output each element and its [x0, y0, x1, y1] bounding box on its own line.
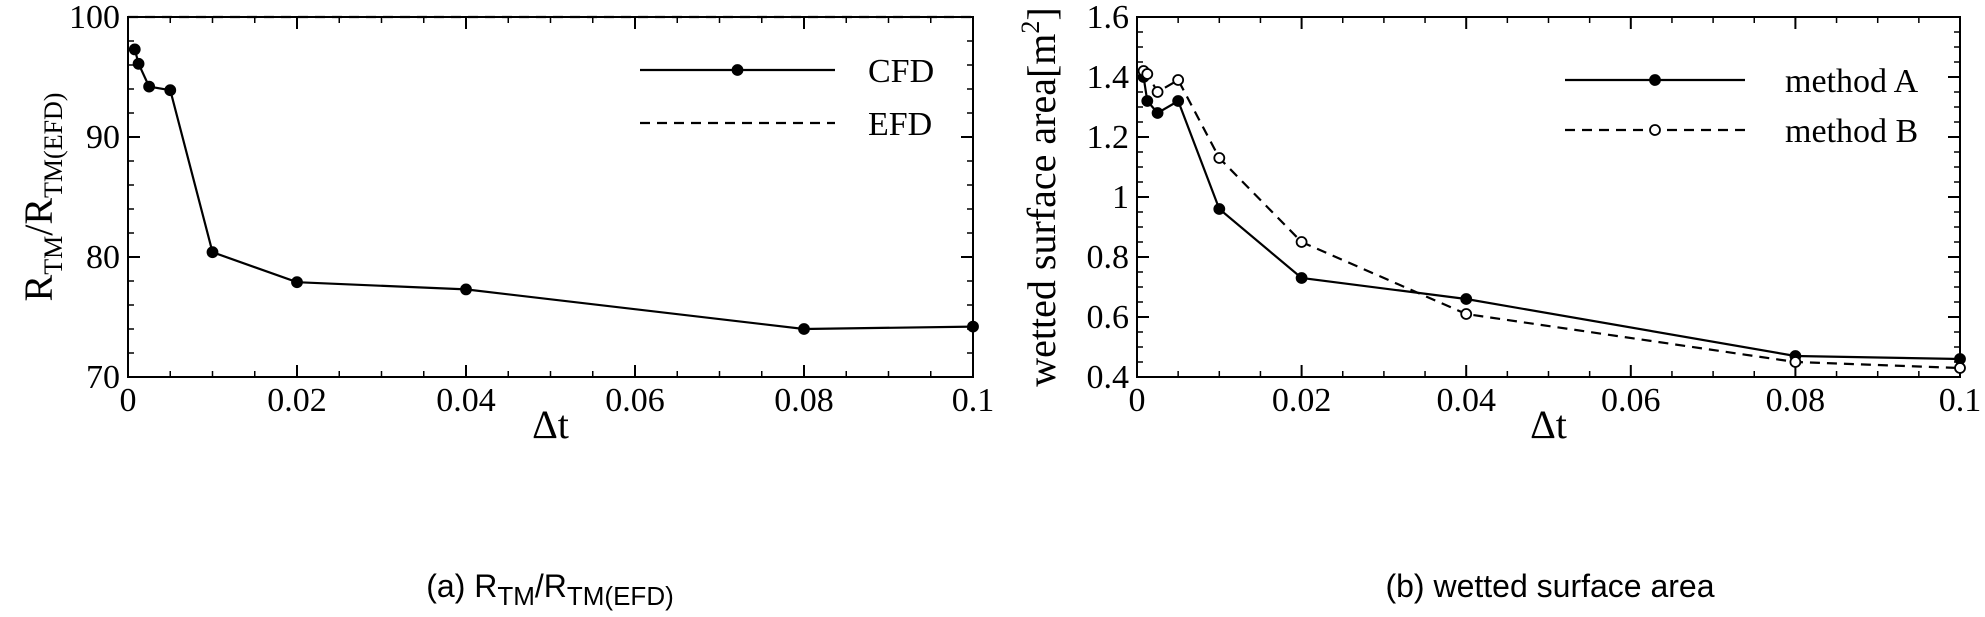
legend-marker [731, 64, 744, 76]
data-point [291, 276, 303, 289]
x-tick-label: 0.08 [1766, 382, 1826, 419]
y-tick-label: 70 [86, 359, 120, 396]
x-tick-label: 0.02 [267, 382, 327, 419]
legend-marker [1649, 124, 1661, 136]
y-tick-label: 90 [86, 119, 120, 156]
x-tick-label: 0.1 [1939, 382, 1982, 419]
data-point [1295, 272, 1308, 284]
y-axis-label: wetted surface area[m2] [1016, 7, 1064, 386]
panel-caption: (a) RTM/RTM(EFD) [426, 568, 674, 611]
legend: method A method B [1565, 63, 1919, 150]
y-tick-label: 100 [69, 0, 120, 36]
data-point [128, 43, 141, 56]
data-point [1295, 236, 1308, 248]
data-point [967, 320, 979, 333]
x-tick-label: 0 [1129, 382, 1146, 419]
y-tick-label: 1.6 [1087, 0, 1130, 36]
y-axis-label: RTM/RTM(EFD) [16, 93, 68, 302]
data-point [460, 283, 472, 296]
legend-label: method A [1785, 63, 1919, 100]
x-tick-label: 0.04 [436, 382, 496, 419]
y-tick-label: 80 [86, 239, 120, 276]
chart-a: 0 0.02 0.04 0.06 0.08 0.1 70 80 90 100 Δt RTM/RTM(E… [16, 0, 994, 611]
x-axis-label: Δt [532, 402, 569, 447]
series-cfd [128, 43, 979, 335]
x-tick-label: 0.06 [605, 382, 665, 419]
legend-marker [1649, 74, 1661, 86]
data-point [798, 323, 810, 335]
data-point [1460, 293, 1473, 305]
data-point [164, 84, 177, 97]
data-point [132, 57, 145, 70]
chart-b: 0 0.02 0.04 0.06 0.08 0.1 0.4 0.6 0.8 1 1.2 1.4 1.6 Δ… [1016, 0, 1981, 604]
legend-label: CFD [868, 53, 934, 90]
data-point [1954, 362, 1966, 374]
y-tick-label: 0.6 [1087, 299, 1130, 336]
data-point [1172, 95, 1185, 107]
plot-frame [127, 16, 974, 378]
y-tick-label: 0.8 [1087, 239, 1130, 276]
x-tick-label: 0 [120, 382, 137, 419]
x-tick-label: 0.02 [1272, 382, 1332, 419]
x-axis-label: Δt [1530, 402, 1567, 447]
y-tick-label: 1.2 [1087, 119, 1130, 156]
legend-label: EFD [868, 106, 932, 143]
data-point [1151, 107, 1164, 119]
data-point [1172, 74, 1185, 86]
data-point [1213, 203, 1226, 215]
series-line [133, 49, 974, 331]
data-point [1789, 356, 1802, 368]
y-tick-label: 1.4 [1087, 59, 1130, 96]
data-point [1141, 95, 1154, 107]
y-tick-label: 0.4 [1087, 359, 1130, 396]
legend: CFD EFD [640, 53, 934, 143]
y-tick-label: 1 [1112, 179, 1129, 216]
data-point [143, 80, 156, 93]
legend-label: method B [1785, 113, 1918, 150]
data-point [206, 246, 219, 259]
x-tick-label: 0.04 [1436, 382, 1496, 419]
data-point [1213, 152, 1226, 164]
x-tick-label: 0.1 [952, 382, 995, 419]
data-point [1460, 308, 1473, 320]
data-point [1151, 86, 1164, 98]
panel-caption: (b) wetted surface area [1385, 568, 1714, 604]
series-method-b [1137, 65, 1966, 374]
x-tick-label: 0.06 [1601, 382, 1661, 419]
x-tick-label: 0.08 [774, 382, 834, 419]
data-point [1141, 68, 1154, 80]
